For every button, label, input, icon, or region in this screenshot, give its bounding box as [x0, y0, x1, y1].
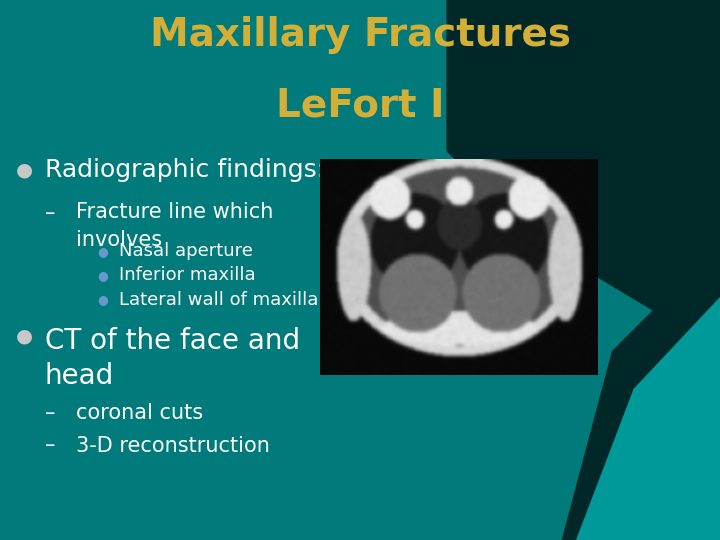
Text: –: – — [45, 435, 55, 456]
Text: Inferior maxilla: Inferior maxilla — [119, 266, 256, 285]
Text: ●: ● — [16, 327, 33, 346]
Text: –: – — [45, 403, 55, 423]
Text: Fracture line which
involves: Fracture line which involves — [76, 202, 273, 251]
Text: ●: ● — [97, 269, 108, 282]
Text: Radiographic findings:: Radiographic findings: — [45, 158, 325, 182]
Text: CT of the face and
head: CT of the face and head — [45, 327, 300, 390]
Text: Nasal aperture: Nasal aperture — [119, 242, 253, 260]
Text: coronal cuts: coronal cuts — [76, 403, 203, 423]
Text: LeFort I: LeFort I — [276, 86, 444, 124]
Text: ●: ● — [97, 293, 108, 306]
Text: Maxillary Fractures: Maxillary Fractures — [150, 16, 570, 54]
Polygon shape — [562, 243, 720, 540]
Text: Lateral wall of maxilla: Lateral wall of maxilla — [119, 291, 318, 309]
Polygon shape — [446, 0, 720, 351]
Text: ●: ● — [16, 160, 33, 180]
Polygon shape — [576, 297, 720, 540]
Text: –: – — [45, 202, 55, 222]
Text: ●: ● — [97, 245, 108, 258]
Text: 3-D reconstruction: 3-D reconstruction — [76, 435, 269, 456]
